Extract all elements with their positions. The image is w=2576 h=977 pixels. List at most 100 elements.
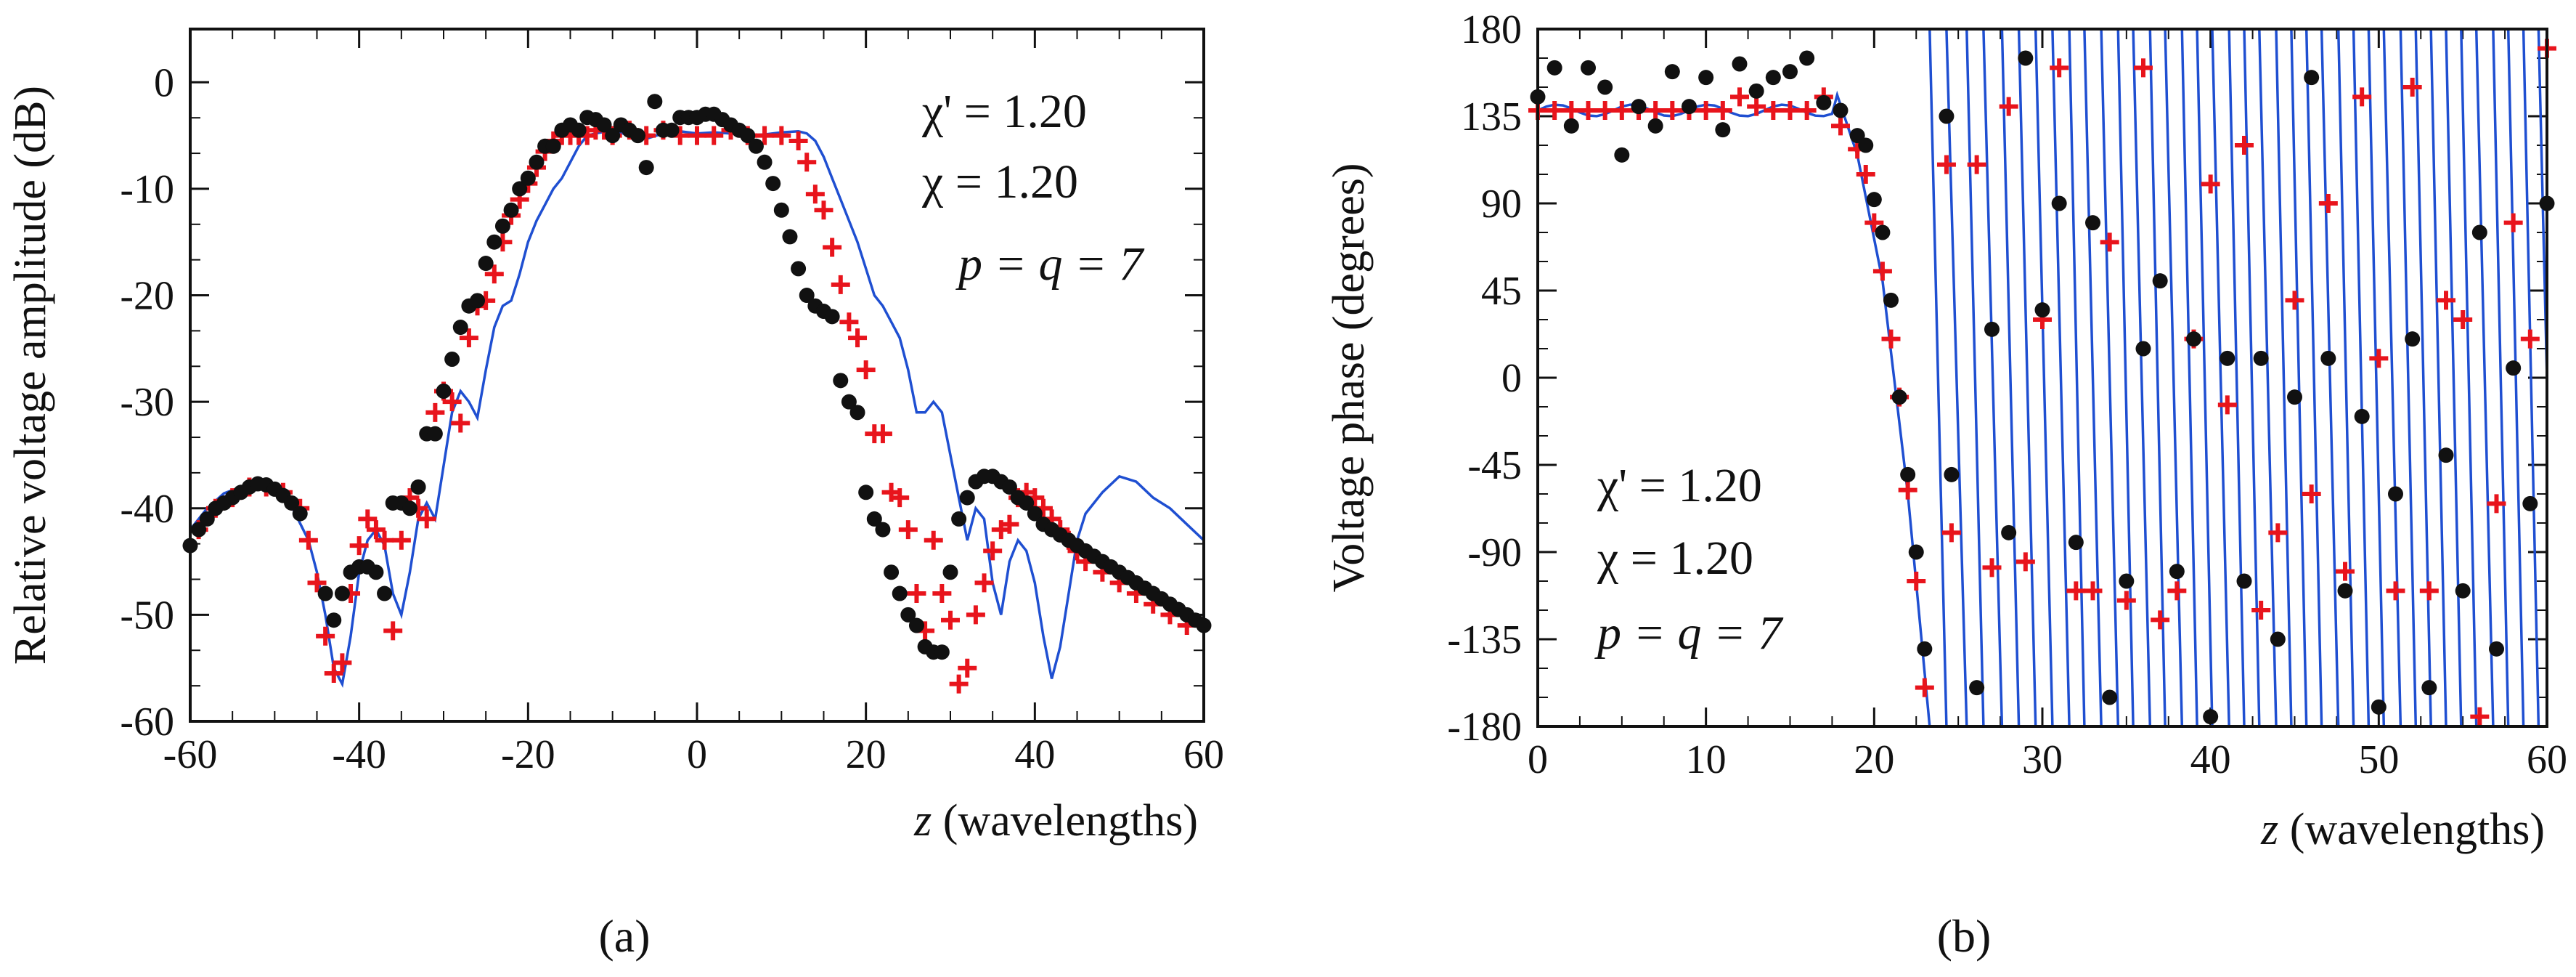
chart-a-dot-point — [478, 256, 494, 272]
chart-a: -60 -40 -20 0 20 40 60 0 -10 -20 -30 -40 -50 -60 Rela… — [6, 28, 1224, 962]
chart-a-cross-point — [1000, 514, 1019, 534]
chart-b-dot-point — [1597, 79, 1613, 95]
chart-a-cross-point — [316, 626, 335, 646]
chart-b-dot-point — [1900, 466, 1916, 482]
chart-a-cross-point — [366, 520, 386, 540]
chart-b: 0 10 20 30 40 50 60 180 135 90 45 0 -45 -90 -135 -180 V… — [1324, 7, 2567, 962]
chart-a-cross-point — [333, 653, 352, 673]
chart-b-cross-point — [1730, 87, 1749, 107]
chart-b-dot-point — [2186, 331, 2201, 347]
chart-b-dot-point — [1866, 192, 1882, 208]
chart-a-dot-point — [427, 426, 443, 442]
chart-b-dot-point — [2001, 524, 2017, 540]
chart-b-dot-point — [1614, 147, 1630, 163]
chart-a-ytick-label: -10 — [120, 167, 174, 212]
chart-a-dot-point — [765, 176, 781, 192]
chart-a-dot-point — [892, 585, 908, 601]
chart-a-dot-point — [512, 181, 528, 197]
chart-b-dot-point — [1799, 50, 1815, 66]
chart-a-xlabel-var: z — [913, 796, 932, 846]
chart-b-ticks: 0 10 20 30 40 50 60 180 135 90 45 0 -45 -90 -135 -180 — [1447, 7, 2567, 782]
chart-a-dot-point — [773, 202, 789, 218]
chart-a-dot-point — [875, 522, 891, 538]
chart-a-cross-point — [307, 573, 327, 593]
chart-b-dot-point — [2253, 350, 2269, 366]
chart-b-dot-point — [1631, 99, 1647, 115]
chart-a-cross-point — [298, 530, 318, 550]
chart-a-cross-point — [907, 584, 926, 604]
chart-b-cross-point — [2318, 194, 2338, 213]
chart-a-dot-point — [782, 229, 798, 245]
chart-b-cross-point — [1856, 165, 1875, 184]
chart-b-cross-point — [2402, 78, 2422, 97]
chart-b-ytick-label: -90 — [1467, 530, 1522, 575]
chart-a-cross-point — [839, 312, 859, 332]
chart-a-xtick-label: -40 — [332, 732, 386, 777]
chart-b-dot-point — [1647, 118, 1663, 134]
chart-b-dot-point — [2506, 360, 2522, 376]
chart-b-dot-point — [2455, 583, 2471, 599]
chart-b-dot-point — [1782, 64, 1798, 80]
chart-b-cross-point — [1898, 480, 1917, 500]
chart-b-cross-point — [1907, 572, 1926, 591]
chart-b-dot-point — [1939, 108, 1955, 124]
chart-b-cross-series — [1528, 38, 2556, 726]
chart-a-ytick-label: -20 — [120, 274, 174, 319]
chart-b-dot-point — [1698, 70, 1714, 86]
chart-b-dot-point — [2018, 50, 2034, 66]
chart-a-dot-point — [470, 293, 486, 309]
chart-b-dot-point — [1765, 70, 1781, 86]
chart-b-cross-point — [2066, 581, 2086, 601]
chart-b-cross-point — [2083, 581, 2103, 601]
chart-b-cross-point — [1578, 101, 1598, 120]
chart-a-ytick-label: -40 — [120, 487, 174, 532]
chart-b-cross-point — [2167, 581, 2187, 601]
chart-a-cross-point — [856, 360, 876, 380]
chart-a-dot-point — [791, 261, 807, 277]
chart-b-ytick-label: 180 — [1461, 7, 1522, 52]
chart-b-cross-point — [1764, 101, 1783, 120]
chart-b-cross-point — [2470, 707, 2490, 726]
chart-b-xlabel-rest: (wavelengths) — [2278, 805, 2545, 854]
chart-a-panel-label: (a) — [598, 910, 650, 962]
chart-b-dot-point — [1664, 64, 1680, 80]
chart-b-dot-point — [1682, 99, 1697, 115]
chart-a-cross-point — [324, 664, 343, 684]
chart-b-dot-point — [1816, 94, 1832, 110]
chart-b-cross-point — [1872, 262, 1892, 281]
chart-b-dot-point — [2034, 302, 2050, 318]
chart-a-cross-point — [375, 530, 394, 550]
chart-b-dot-point — [2220, 350, 2235, 366]
chart-b-dot-point — [2371, 699, 2387, 715]
chart-a-xtick-label: -20 — [501, 732, 555, 777]
chart-b-dot-point — [1833, 102, 1849, 118]
chart-a-dot-point — [326, 612, 342, 628]
chart-a-ytick-label: -60 — [120, 700, 174, 745]
chart-b-cross-point — [1747, 97, 1766, 116]
chart-b-ytick-label: -135 — [1447, 617, 1522, 662]
chart-a-annotation-pq: p = q = 7 — [955, 238, 1145, 291]
chart-a-dot-point — [191, 522, 207, 538]
chart-b-ytick-label: 45 — [1481, 269, 1522, 314]
chart-a-cross-point — [417, 509, 436, 529]
chart-b-cross-point — [2285, 291, 2304, 310]
chart-b-cross-point — [2100, 232, 2119, 252]
chart-b-cross-point — [2437, 291, 2455, 310]
chart-b-cross-point — [2503, 213, 2523, 232]
chart-b-dot-point — [1984, 321, 2000, 337]
chart-b-dot-point — [2068, 535, 2084, 551]
chart-a-frame — [189, 28, 1205, 723]
chart-b-dot-point — [2135, 341, 2151, 357]
chart-b-dot-point — [1891, 389, 1907, 405]
chart-a-dot-point — [884, 564, 900, 580]
chart-a-cross-point — [924, 530, 943, 550]
chart-b-cross-point — [1545, 101, 1565, 120]
chart-b-dot-point — [2337, 583, 2353, 599]
chart-a-dot-point — [596, 117, 612, 133]
chart-b-dot-point — [2236, 573, 2252, 589]
chart-a-cross-point — [755, 126, 775, 145]
chart-a-dot-point — [858, 485, 874, 500]
chart-a-annotation-chi-prime: χ' = 1.20 — [921, 85, 1087, 138]
chart-a-xtick-label: 0 — [687, 732, 707, 777]
